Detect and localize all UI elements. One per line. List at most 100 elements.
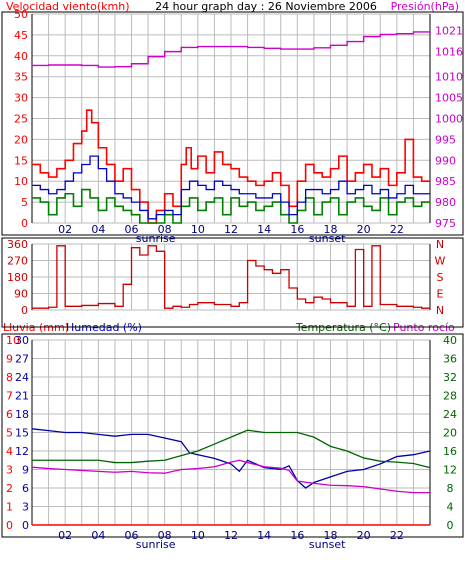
x-tick-label: 06 [125, 223, 139, 236]
pressure-tick-label: 1010 [435, 71, 463, 84]
rain-tick-label: 6 [6, 408, 13, 421]
humidity-tick-label: 24 [15, 371, 29, 384]
pressure-tick-label: 1016 [435, 46, 463, 59]
x-tick-label: 08 [158, 529, 172, 542]
wind-tick-label: 10 [14, 175, 28, 188]
series-wind-min [32, 188, 430, 224]
pressure-tick-label: 1000 [435, 113, 463, 126]
series-wind-gust [32, 109, 430, 224]
rain-tick-label: 9 [6, 353, 13, 366]
x-tick-label: 08 [158, 223, 172, 236]
pressure-axis-title: Presión(hPa) [391, 0, 459, 13]
wind-tick-label: 45 [14, 29, 28, 42]
compass-label: N [436, 304, 444, 317]
sunrise-label: sunrise [136, 538, 176, 551]
series-dewpoint [31, 459, 430, 494]
rain-tick-label: 5 [6, 427, 13, 440]
x-tick-label: 20 [357, 529, 371, 542]
pressure-tick-label: 975 [435, 217, 456, 230]
wind-tick-label: 35 [14, 71, 28, 84]
humidity-tick-label: 27 [15, 353, 29, 366]
wind-tick-label: 0 [21, 217, 28, 230]
series-wind-direction [32, 245, 430, 309]
sunrise-label: sunrise [136, 232, 176, 245]
humidity-tick-label: 15 [15, 427, 29, 440]
pressure-tick-label: 990 [435, 154, 456, 167]
compass-label: N [436, 238, 444, 251]
x-tick-label: 18 [324, 529, 338, 542]
rain-tick-label: 8 [6, 371, 13, 384]
pressure-tick-label: 1021 [435, 25, 463, 38]
humidity-tick-label: 0 [22, 519, 29, 532]
temperature-tick-label: 36 [443, 353, 457, 366]
direction-tick-label: 270 [7, 255, 28, 268]
series-pressure [32, 31, 431, 68]
temperature-tick-label: 32 [443, 371, 457, 384]
rain-tick-label: 3 [6, 464, 13, 477]
compass-label: E [437, 288, 444, 301]
wind-tick-label: 40 [14, 50, 28, 63]
x-tick-label: 02 [58, 223, 72, 236]
direction-tick-label: 0 [21, 304, 28, 317]
panel-frame [1, 237, 464, 328]
wind-tick-label: 15 [14, 154, 28, 167]
x-tick-label: 04 [91, 223, 105, 236]
humidity-tick-label: 30 [15, 334, 29, 347]
humidity-tick-label: 12 [15, 445, 29, 458]
panel-frame [1, 333, 464, 538]
x-tick-label: 18 [324, 223, 338, 236]
rain-tick-label: 4 [6, 445, 13, 458]
x-tick-label: 16 [290, 223, 304, 236]
x-tick-label: 14 [257, 223, 271, 236]
series-wind-avg [32, 155, 430, 220]
x-tick-label: 10 [191, 529, 205, 542]
wind-axis-title: Velocidad viento(kmh) [6, 0, 130, 13]
temperature-tick-label: 8 [447, 482, 454, 495]
x-tick-label: 12 [224, 529, 238, 542]
sunset-label: sunset [309, 538, 346, 551]
temperature-tick-label: 28 [443, 390, 457, 403]
x-tick-label: 14 [257, 529, 271, 542]
rain-tick-label: 2 [6, 482, 13, 495]
humidity-tick-label: 18 [15, 408, 29, 421]
chart-title: 24 hour graph day : 26 Noviembre 2006 [155, 0, 377, 13]
panel-frame [1, 11, 464, 236]
temperature-tick-label: 16 [443, 445, 457, 458]
wind-tick-label: 50 [14, 8, 28, 21]
pressure-tick-label: 980 [435, 196, 456, 209]
x-tick-label: 04 [91, 529, 105, 542]
humidity-tick-label: 6 [22, 482, 29, 495]
x-tick-label: 20 [357, 223, 371, 236]
wind-tick-label: 30 [14, 92, 28, 105]
x-tick-label: 16 [290, 529, 304, 542]
sunset-label: sunset [309, 232, 346, 245]
compass-label: S [437, 271, 444, 284]
temperature-tick-label: 40 [443, 334, 457, 347]
temperature-tick-label: 0 [447, 519, 454, 532]
pressure-tick-label: 1005 [435, 92, 463, 105]
x-tick-label: 10 [191, 223, 205, 236]
rain-tick-label: 10 [6, 334, 20, 347]
x-tick-label: 22 [390, 223, 404, 236]
pressure-tick-label: 985 [435, 175, 456, 188]
direction-tick-label: 180 [7, 271, 28, 284]
series-temperature [32, 429, 431, 469]
humidity-tick-label: 3 [22, 501, 29, 514]
wind-tick-label: 5 [21, 196, 28, 209]
wind-tick-label: 20 [14, 133, 28, 146]
humidity-tick-label: 9 [22, 464, 29, 477]
rain-tick-label: 0 [6, 519, 13, 532]
direction-tick-label: 360 [7, 238, 28, 251]
rain-tick-label: 1 [6, 501, 13, 514]
x-tick-label: 02 [58, 529, 72, 542]
temperature-tick-label: 20 [443, 427, 457, 440]
series-humidity [31, 428, 431, 489]
wind-tick-label: 25 [14, 113, 28, 126]
temperature-tick-label: 4 [447, 501, 454, 514]
humidity-tick-label: 21 [15, 390, 29, 403]
x-tick-label: 12 [224, 223, 238, 236]
direction-tick-label: 90 [14, 288, 28, 301]
temperature-tick-label: 12 [443, 464, 457, 477]
